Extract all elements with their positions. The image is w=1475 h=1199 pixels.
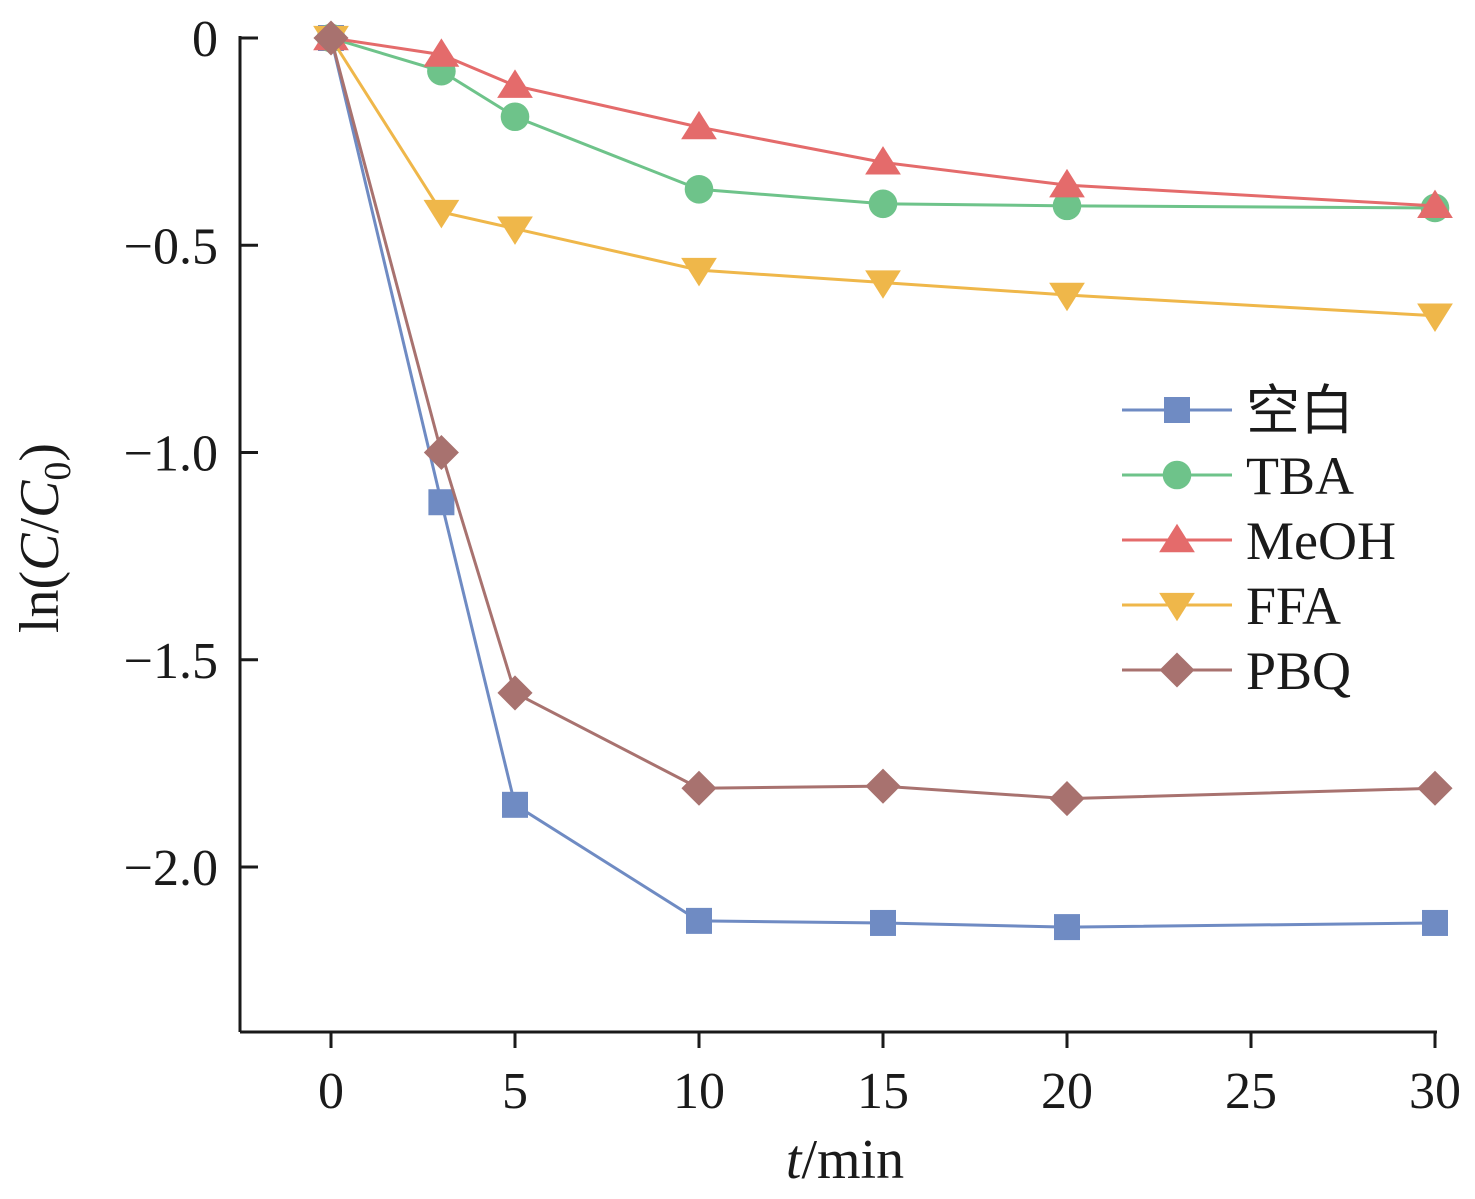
data-point <box>423 38 460 67</box>
data-point <box>1417 303 1453 332</box>
data-point <box>865 768 901 804</box>
series-4 <box>313 20 1453 817</box>
data-point <box>423 434 459 471</box>
data-point <box>868 189 898 219</box>
legend-item: TBA <box>1122 446 1354 506</box>
series-0 <box>318 25 1448 941</box>
legend-item: MeOH <box>1122 511 1396 571</box>
data-point <box>1422 909 1448 936</box>
data-point <box>1417 189 1453 219</box>
x-axis-title-var: t <box>786 1129 803 1191</box>
x-tick-label: 20 <box>1041 1063 1093 1120</box>
data-point <box>870 909 896 936</box>
y-axis-title-slash: / <box>9 518 71 534</box>
data-point <box>500 102 530 132</box>
data-point <box>686 907 712 934</box>
x-tick-label: 0 <box>318 1063 344 1120</box>
data-point <box>1052 191 1082 221</box>
data-point <box>684 174 714 204</box>
data-point <box>497 216 533 245</box>
data-point <box>497 675 533 711</box>
legend-marker <box>1162 460 1192 490</box>
y-tick-label: −1.0 <box>124 426 218 483</box>
legend-marker <box>1159 652 1195 688</box>
data-point <box>681 257 717 287</box>
x-tick-label: 30 <box>1409 1063 1461 1120</box>
y-axis-title-prefix: ln( <box>9 571 71 633</box>
legend-label: TBA <box>1246 446 1354 506</box>
data-point <box>428 489 455 516</box>
data-point <box>865 270 901 299</box>
legend-label: FFA <box>1246 576 1341 636</box>
data-point <box>423 199 460 229</box>
y-axis-title-c: C <box>9 533 71 571</box>
data-point <box>681 770 717 806</box>
series-line <box>330 36 1436 210</box>
series-line <box>330 36 1436 208</box>
y-tick-label: −1.5 <box>124 633 218 690</box>
data-point <box>502 791 528 818</box>
data-point <box>497 69 533 98</box>
data-point <box>313 20 349 56</box>
x-axis-title-unit: /min <box>801 1129 904 1191</box>
data-point <box>681 110 717 140</box>
y-tick-label: −0.5 <box>124 218 218 275</box>
x-tick-label: 15 <box>857 1063 909 1120</box>
data-point <box>1049 168 1085 198</box>
axes: 0 5 10 15 20 25 30 0 −0.5 −1.0 −1.5 −2.0 <box>124 11 1461 1120</box>
x-tick-label: 10 <box>673 1063 725 1120</box>
x-tick-label: 5 <box>502 1063 528 1120</box>
legend-item: 空白 <box>1122 381 1354 441</box>
data-point <box>1049 781 1085 817</box>
series-1 <box>316 23 1450 223</box>
y-tick-label: −2.0 <box>124 840 218 897</box>
data-point <box>1054 914 1080 941</box>
series-2 <box>313 21 1453 219</box>
legend-marker <box>1164 397 1190 423</box>
y-axis-title-c0: C <box>9 480 71 518</box>
y-axis-title-subscript: 0 <box>37 462 79 481</box>
legend-label: 空白 <box>1246 381 1354 441</box>
x-tick-label: 25 <box>1225 1063 1277 1120</box>
legend-marker <box>1159 592 1195 622</box>
y-axis-title: ln(C/C0) <box>9 443 79 633</box>
series-3 <box>313 25 1453 332</box>
legend-marker <box>1159 523 1195 553</box>
y-axis-title-suffix: ) <box>9 443 71 462</box>
legend-item: PBQ <box>1122 641 1351 701</box>
data-point <box>1417 770 1453 806</box>
legend-label: PBQ <box>1246 641 1351 701</box>
data-point <box>1049 282 1085 312</box>
data-point <box>865 146 901 175</box>
x-axis-title: t/min <box>786 1129 904 1191</box>
legend-label: MeOH <box>1246 511 1396 571</box>
legend-item: FFA <box>1122 576 1341 636</box>
y-tick-label: 0 <box>192 11 218 68</box>
series-layer <box>313 20 1453 941</box>
